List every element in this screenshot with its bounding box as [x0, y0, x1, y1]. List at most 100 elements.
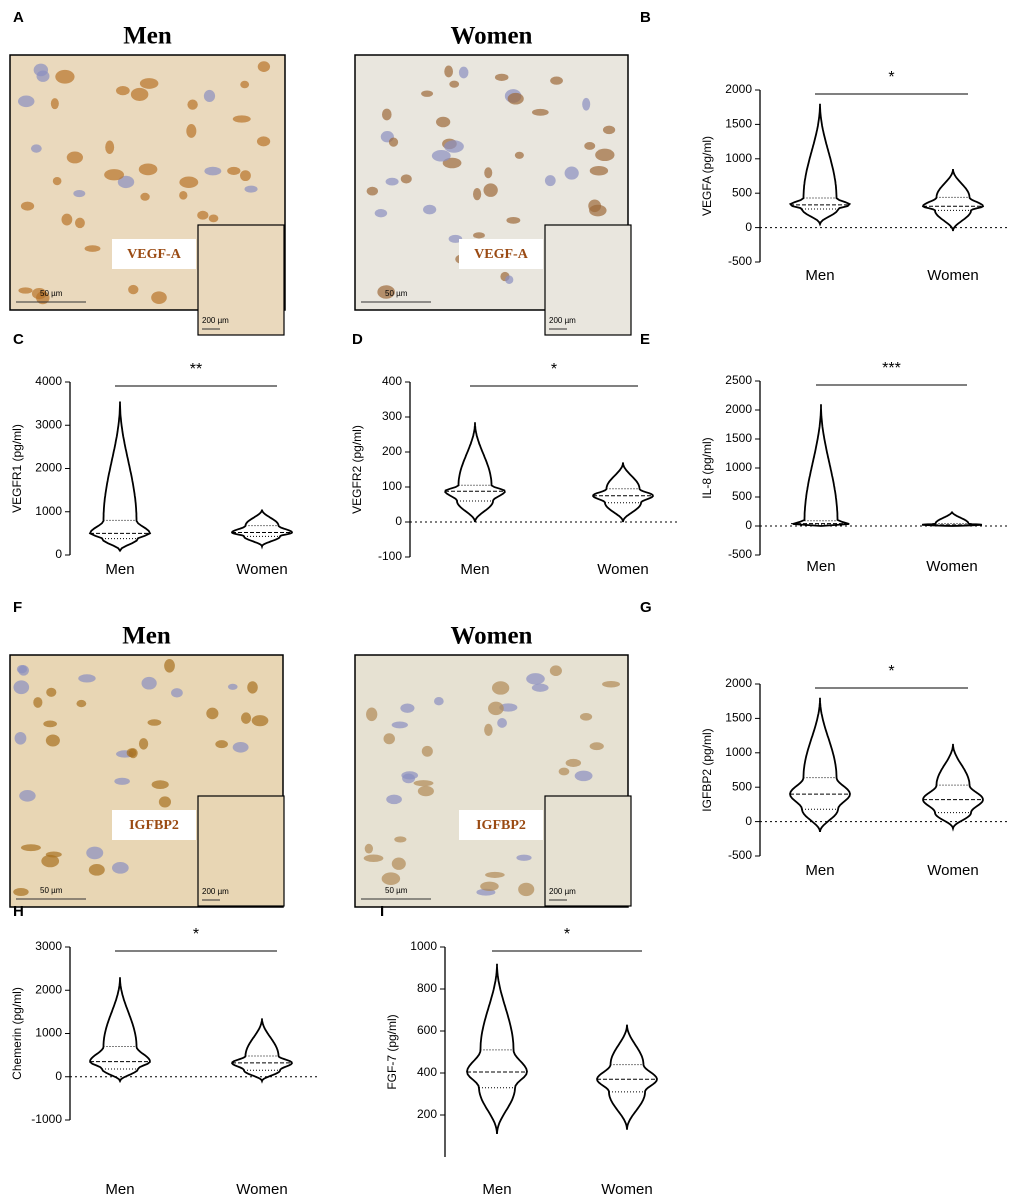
violin	[444, 422, 506, 523]
cell	[518, 882, 535, 897]
y-tick-label: 800	[417, 981, 437, 995]
y-tick-label: 100	[382, 479, 402, 493]
cell	[483, 183, 498, 197]
cell	[584, 141, 596, 150]
y-tick-label: -500	[728, 254, 752, 268]
category-label: Men	[105, 561, 134, 578]
category-label: Women	[927, 267, 978, 284]
y-axis-label: VEGFR1 (pg/ml)	[10, 424, 24, 513]
cell	[506, 216, 521, 224]
cell	[20, 844, 41, 852]
violin	[788, 103, 852, 227]
cell	[240, 170, 251, 182]
cell	[18, 665, 29, 676]
cell	[595, 148, 615, 162]
y-tick-label: 0	[55, 547, 62, 561]
cell	[88, 864, 105, 876]
cell	[73, 189, 86, 198]
cell	[485, 871, 505, 878]
y-tick-label: 1000	[35, 504, 62, 518]
stain-box	[112, 810, 196, 840]
cell	[117, 175, 135, 189]
y-tick-label: 300	[382, 409, 402, 423]
cell	[421, 90, 434, 97]
cell	[383, 733, 395, 745]
y-axis-label: FGF-7 (pg/ml)	[385, 1014, 399, 1089]
y-tick-label: 2000	[725, 676, 752, 690]
cell	[232, 741, 249, 753]
cell	[17, 95, 35, 108]
cell	[179, 176, 199, 188]
cell	[364, 843, 373, 854]
cell	[473, 232, 485, 239]
cell	[45, 734, 60, 747]
violin	[922, 743, 984, 832]
cell	[105, 140, 115, 154]
stain-label: VEGF-A	[474, 247, 529, 262]
inset	[544, 224, 632, 336]
y-axis-label: VEGFR2 (pg/ml)	[350, 425, 364, 514]
cell	[66, 151, 83, 164]
cell	[256, 136, 271, 147]
cell	[544, 175, 556, 187]
scale-label: 50 µm	[40, 289, 63, 298]
cell	[31, 287, 47, 300]
y-tick-label: -1000	[31, 1112, 62, 1126]
cell	[128, 284, 139, 295]
cell	[505, 275, 514, 284]
cell	[602, 125, 616, 135]
cell	[187, 99, 198, 110]
y-tick-label: 500	[732, 489, 752, 503]
cell	[147, 719, 162, 726]
category-label: Men	[805, 267, 834, 284]
cell	[240, 80, 250, 89]
cell	[74, 217, 85, 229]
category-label: Women	[926, 558, 977, 575]
cell	[526, 673, 545, 685]
cell	[41, 854, 60, 868]
y-axis-label: VEGFA (pg/ml)	[700, 136, 714, 216]
category-label: Women	[597, 561, 648, 578]
cell	[186, 124, 197, 138]
cell	[374, 208, 388, 218]
y-tick-label: 1500	[725, 711, 752, 725]
stain-box	[112, 239, 196, 269]
y-axis-label: Chemerin (pg/ml)	[10, 987, 24, 1080]
category-label: Women	[601, 1181, 652, 1198]
cell	[45, 851, 62, 858]
cell	[139, 78, 159, 89]
inset	[197, 224, 285, 336]
cell	[84, 245, 101, 252]
cell	[55, 69, 75, 84]
significance: *	[551, 361, 557, 378]
stain-box	[459, 810, 543, 840]
cell	[52, 176, 62, 186]
y-tick-label: 2000	[35, 461, 62, 475]
cell	[448, 234, 463, 243]
category-label: Men	[482, 1181, 511, 1198]
y-tick-label: 600	[417, 1023, 437, 1037]
cell	[104, 169, 125, 181]
cell	[179, 191, 188, 200]
panel-letter: F	[13, 599, 22, 616]
violin	[789, 697, 851, 833]
cell	[138, 738, 149, 750]
cell	[151, 780, 169, 789]
cell	[582, 97, 591, 111]
cell	[391, 721, 408, 729]
cell	[30, 144, 42, 153]
cell	[204, 166, 222, 176]
cell	[507, 92, 524, 105]
inset	[544, 795, 632, 907]
cell	[76, 699, 87, 708]
cell	[363, 854, 384, 862]
y-tick-label: 0	[55, 1069, 62, 1083]
cell	[86, 846, 104, 860]
cell	[130, 87, 149, 101]
cell	[400, 703, 415, 713]
cell	[480, 881, 499, 892]
y-tick-label: 2500	[725, 373, 752, 387]
panel-letter: I	[380, 903, 384, 920]
inset-scale: 200 µm	[202, 887, 229, 896]
